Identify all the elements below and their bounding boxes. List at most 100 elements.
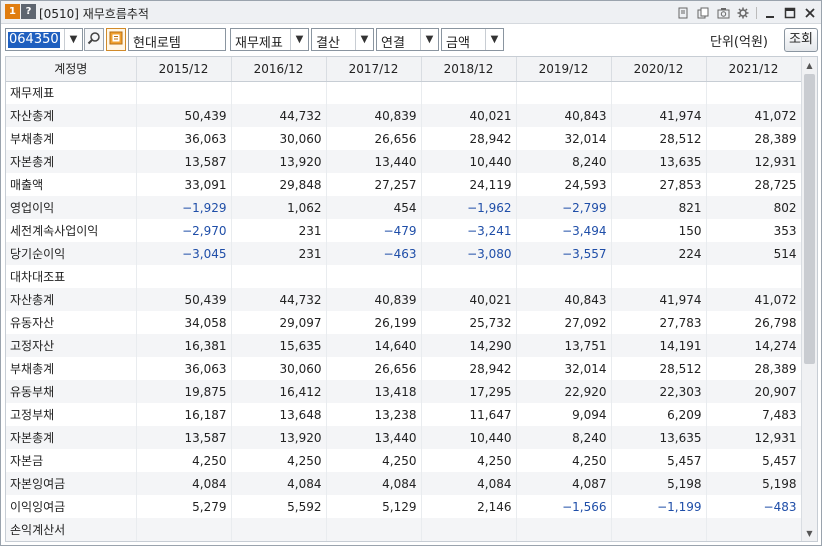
table-cell: 8,240 xyxy=(516,426,612,449)
help-icon[interactable]: ? xyxy=(21,4,36,19)
chevron-down-icon[interactable]: ▼ xyxy=(64,29,82,50)
company-name-field[interactable]: 현대로템 xyxy=(128,28,226,51)
copy-icon[interactable] xyxy=(696,6,710,20)
table-row[interactable]: 이익잉여금 5,279 5,592 5,129 2,146 −1,566 −1,199 −48… xyxy=(6,495,802,518)
search-button[interactable] xyxy=(84,28,104,51)
table-row[interactable]: 부채총계 36,063 30,060 26,656 28,942 32,014 28,512… xyxy=(6,357,802,380)
table-cell: 5,457 xyxy=(611,449,707,472)
table-cell xyxy=(136,265,232,288)
chevron-down-icon[interactable]: ▼ xyxy=(420,29,438,50)
table-row[interactable]: 자본금 4,250 4,250 4,250 4,250 4,250 5,457 5,457 xyxy=(6,449,802,472)
table-cell: 4,084 xyxy=(421,472,517,495)
column-header-year[interactable]: 2018/12 xyxy=(421,57,517,82)
period-type-select[interactable]: 결산 ▼ xyxy=(311,28,374,51)
table-cell: 5,129 xyxy=(326,495,422,518)
stock-code-input[interactable]: 064350 ▼ xyxy=(5,28,83,51)
table-row[interactable]: 부채총계 36,063 30,060 26,656 28,942 32,014 28,512… xyxy=(6,127,802,150)
column-header-account[interactable]: 계정명 xyxy=(6,57,137,82)
query-button[interactable]: 조회 xyxy=(784,28,818,52)
account-name: 자본총계 xyxy=(6,150,137,173)
column-header-year[interactable]: 2015/12 xyxy=(136,57,232,82)
minimize-icon[interactable] xyxy=(763,6,777,20)
favorites-button[interactable] xyxy=(106,28,126,51)
close-icon[interactable] xyxy=(803,6,817,20)
table-cell: 28,389 xyxy=(706,357,802,380)
query-toolbar: 064350 ▼ 현대로템 재무제표 ▼ 결산 ▼ 연결 ▼ 금액 ▼ xyxy=(1,25,821,55)
table-cell: 802 xyxy=(706,196,802,219)
screen-number-badge[interactable]: 1 xyxy=(5,4,20,19)
section-row[interactable]: 대차대조표 xyxy=(6,265,802,288)
maximize-icon[interactable] xyxy=(783,6,797,20)
column-header-year[interactable]: 2021/12 xyxy=(706,57,802,82)
table-row[interactable]: 자본총계 13,587 13,920 13,440 10,440 8,240 13,635 1… xyxy=(6,150,802,173)
table-cell: 44,732 xyxy=(231,288,327,311)
table-cell: 28,512 xyxy=(611,357,707,380)
section-row[interactable]: 재무제표 xyxy=(6,81,802,104)
table-cell: 4,087 xyxy=(516,472,612,495)
table-cell: 28,942 xyxy=(421,357,517,380)
chevron-down-icon[interactable]: ▼ xyxy=(355,29,373,50)
table-row[interactable]: 매출액 33,091 29,848 27,257 24,119 24,593 27,853 2… xyxy=(6,173,802,196)
table-cell xyxy=(231,265,327,288)
table-row[interactable]: 고정부채 16,187 13,648 13,238 11,647 9,094 6,209 7,… xyxy=(6,403,802,426)
table-row[interactable]: 유동부채 19,875 16,412 13,418 17,295 22,920 22,303… xyxy=(6,380,802,403)
table-cell: 13,635 xyxy=(611,150,707,173)
chevron-down-icon[interactable]: ▼ xyxy=(290,29,308,50)
scroll-thumb[interactable] xyxy=(804,74,815,364)
table-row[interactable]: 유동자산 34,058 29,097 26,199 25,732 27,092 27,783… xyxy=(6,311,802,334)
table-cell: 28,725 xyxy=(706,173,802,196)
table-cell: 14,191 xyxy=(611,334,707,357)
table-row[interactable]: 세전계속사업이익 −2,970 231 −479 −3,241 −3,494 150 353 xyxy=(6,219,802,242)
table-cell: −1,929 xyxy=(136,196,232,219)
account-name: 당기순이익 xyxy=(6,242,137,265)
chevron-down-icon[interactable]: ▼ xyxy=(485,29,503,50)
table-cell: −479 xyxy=(326,219,422,242)
table-cell: 4,084 xyxy=(326,472,422,495)
table-cell: 27,853 xyxy=(611,173,707,196)
financial-grid: 계정명 2015/12 2016/12 2017/12 2018/12 2019… xyxy=(5,56,818,542)
column-header-year[interactable]: 2017/12 xyxy=(326,57,422,82)
account-name: 고정부채 xyxy=(6,403,137,426)
table-cell xyxy=(706,518,802,541)
column-header-year[interactable]: 2020/12 xyxy=(611,57,707,82)
table-cell: 14,640 xyxy=(326,334,422,357)
vertical-scrollbar[interactable]: ▲ ▼ xyxy=(801,57,817,541)
pin-icon[interactable] xyxy=(676,6,690,20)
scroll-up-icon[interactable]: ▲ xyxy=(806,60,813,70)
account-name: 자본금 xyxy=(6,449,137,472)
value-type-select[interactable]: 금액 ▼ xyxy=(441,28,504,51)
table-cell: −1,962 xyxy=(421,196,517,219)
account-name: 유동부채 xyxy=(6,380,137,403)
table-row[interactable]: 영업이익 −1,929 1,062 454 −1,962 −2,799 821 802 xyxy=(6,196,802,219)
table-cell: 17,295 xyxy=(421,380,517,403)
column-header-year[interactable]: 2016/12 xyxy=(231,57,327,82)
table-cell: 19,875 xyxy=(136,380,232,403)
table-row[interactable]: 자산총계 50,439 44,732 40,839 40,021 40,843 41,974… xyxy=(6,288,802,311)
table-row[interactable]: 자본총계 13,587 13,920 13,440 10,440 8,240 13,635 1… xyxy=(6,426,802,449)
consolidation-select[interactable]: 연결 ▼ xyxy=(376,28,439,51)
table-cell: 26,656 xyxy=(326,127,422,150)
account-name: 자본잉여금 xyxy=(6,472,137,495)
table-row[interactable]: 고정자산 16,381 15,635 14,640 14,290 13,751 14,191… xyxy=(6,334,802,357)
column-header-year[interactable]: 2019/12 xyxy=(516,57,612,82)
table-cell: −483 xyxy=(706,495,802,518)
scroll-down-icon[interactable]: ▼ xyxy=(806,528,813,538)
table-cell: 6,209 xyxy=(611,403,707,426)
account-name: 자산총계 xyxy=(6,288,137,311)
table-cell: 50,439 xyxy=(136,288,232,311)
settings-gear-icon[interactable] xyxy=(736,6,750,20)
table-cell: 224 xyxy=(611,242,707,265)
table-row[interactable]: 자산총계 50,439 44,732 40,839 40,021 40,843 41,974… xyxy=(6,104,802,127)
section-row[interactable]: 손익계산서 xyxy=(6,518,802,541)
table-cell: 26,199 xyxy=(326,311,422,334)
account-name: 매출액 xyxy=(6,173,137,196)
table-row[interactable]: 당기순이익 −3,045 231 −463 −3,080 −3,557 224 514 xyxy=(6,242,802,265)
account-name: 유동자산 xyxy=(6,311,137,334)
table-cell: 28,389 xyxy=(706,127,802,150)
table-row[interactable]: 자본잉여금 4,084 4,084 4,084 4,084 4,087 5,198 5,198 xyxy=(6,472,802,495)
table-cell xyxy=(231,518,327,541)
camera-icon[interactable] xyxy=(716,6,730,20)
report-type-select[interactable]: 재무제표 ▼ xyxy=(230,28,309,51)
table-cell: 32,014 xyxy=(516,127,612,150)
